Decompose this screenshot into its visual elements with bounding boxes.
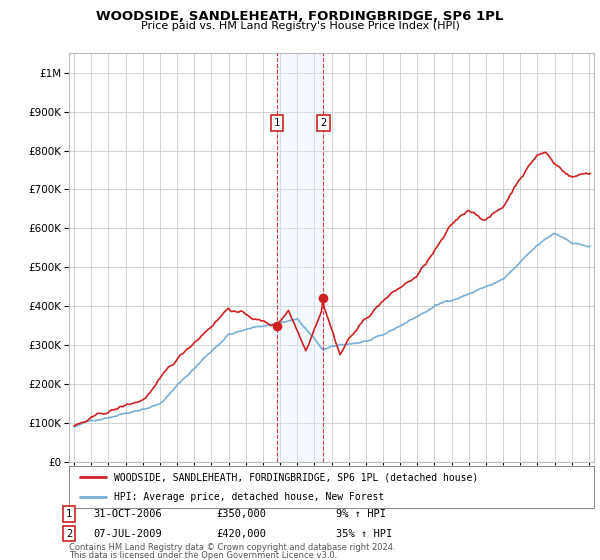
- Text: WOODSIDE, SANDLEHEATH, FORDINGBRIDGE, SP6 1PL: WOODSIDE, SANDLEHEATH, FORDINGBRIDGE, SP…: [97, 10, 503, 23]
- Text: WOODSIDE, SANDLEHEATH, FORDINGBRIDGE, SP6 1PL (detached house): WOODSIDE, SANDLEHEATH, FORDINGBRIDGE, SP…: [113, 472, 478, 482]
- Text: 1: 1: [274, 118, 280, 128]
- Text: £350,000: £350,000: [216, 509, 266, 519]
- Text: Price paid vs. HM Land Registry's House Price Index (HPI): Price paid vs. HM Land Registry's House …: [140, 21, 460, 31]
- Text: £420,000: £420,000: [216, 529, 266, 539]
- Text: 2: 2: [320, 118, 326, 128]
- Text: 2: 2: [66, 529, 72, 539]
- Text: HPI: Average price, detached house, New Forest: HPI: Average price, detached house, New …: [113, 492, 384, 502]
- Text: 1: 1: [66, 509, 72, 519]
- Text: This data is licensed under the Open Government Licence v3.0.: This data is licensed under the Open Gov…: [69, 551, 337, 560]
- Text: 9% ↑ HPI: 9% ↑ HPI: [336, 509, 386, 519]
- Text: Contains HM Land Registry data © Crown copyright and database right 2024.: Contains HM Land Registry data © Crown c…: [69, 543, 395, 552]
- Text: 07-JUL-2009: 07-JUL-2009: [93, 529, 162, 539]
- Text: 35% ↑ HPI: 35% ↑ HPI: [336, 529, 392, 539]
- Text: 31-OCT-2006: 31-OCT-2006: [93, 509, 162, 519]
- Bar: [277, 53, 323, 462]
